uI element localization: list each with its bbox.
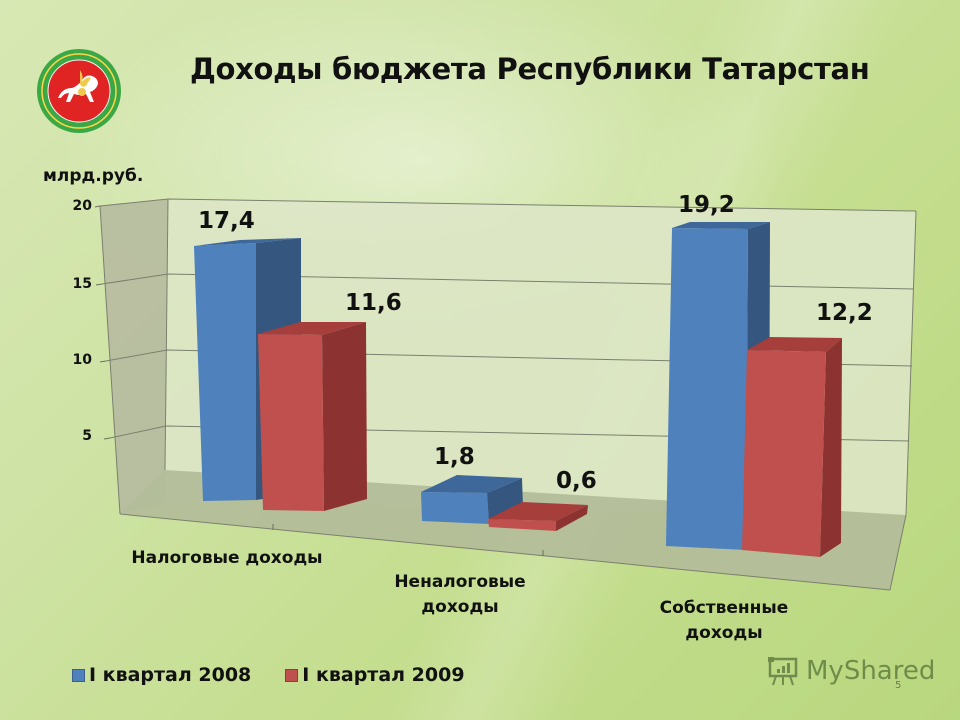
bar-nontax-2008 xyxy=(421,492,489,524)
value-label-own-2009: 12,2 xyxy=(816,300,873,326)
category-label-nontax: Неналоговые доходы xyxy=(394,572,526,617)
bar-nontax-2009 xyxy=(488,519,556,531)
category-label-tax: Налоговые доходы xyxy=(131,548,323,568)
presentation-board-icon xyxy=(768,657,798,686)
chart-side-wall xyxy=(100,199,168,514)
page-title: Доходы бюджета Республики Татарстан xyxy=(190,52,870,86)
legend-item-2008: I квартал 2008 xyxy=(72,664,251,686)
bar-group-nontax xyxy=(421,475,588,531)
value-label-nontax-2008: 1,8 xyxy=(434,444,475,470)
legend-swatch-2009 xyxy=(285,668,299,682)
bar-group-tax xyxy=(194,238,367,511)
chart-legend: I квартал 2008 I квартал 2009 xyxy=(72,664,465,686)
bar-tax-2009 xyxy=(258,334,324,511)
legend-item-2009: I квартал 2009 xyxy=(285,664,465,686)
tatarstan-emblem-icon xyxy=(37,49,121,133)
y-tick-5: 5 xyxy=(82,428,92,444)
value-label-nontax-2009: 0,6 xyxy=(556,468,597,494)
y-tick-10: 10 xyxy=(72,352,92,368)
y-tick-15: 15 xyxy=(72,276,92,292)
value-label-tax-2009: 11,6 xyxy=(345,290,402,316)
y-tick-20: 20 xyxy=(72,198,92,214)
bar-own-2008 xyxy=(666,228,748,550)
value-label-own-2008: 19,2 xyxy=(678,192,735,218)
bar-tax-2008 xyxy=(194,243,256,501)
category-label-own: Собственные доходы xyxy=(659,598,789,643)
watermark: MyShared xyxy=(766,656,935,686)
value-label-tax-2008: 17,4 xyxy=(198,208,255,234)
bar-own-2009 xyxy=(742,350,826,557)
bar-group-own xyxy=(666,222,842,557)
y-axis-unit-label: млрд.руб. xyxy=(43,166,144,186)
slide-number: 5 xyxy=(895,680,902,691)
legend-swatch-2008 xyxy=(72,668,85,682)
